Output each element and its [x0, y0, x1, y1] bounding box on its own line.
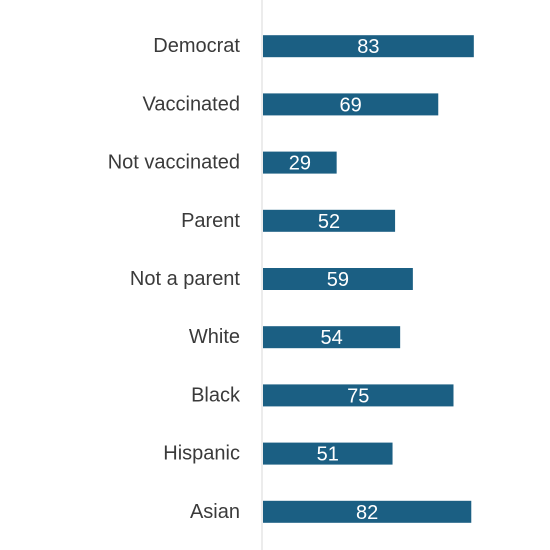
- bar-parent: [263, 209, 396, 232]
- bar-vaccinated: [263, 93, 439, 116]
- category-label-black: Black: [191, 384, 241, 406]
- category-label-hispanic: Hispanic: [163, 443, 240, 465]
- category-labels-group: Democrat Vaccinated Not vaccinated Parent No…: [108, 35, 241, 523]
- value-label-democrat: 83: [357, 36, 379, 58]
- value-labels-group: 83 69 29 52 59 54 75 51 82: [289, 36, 380, 524]
- bar-hispanic: [263, 442, 393, 465]
- category-label-vaccinated: Vaccinated: [143, 93, 240, 115]
- value-label-not-a-parent: 59: [327, 269, 349, 291]
- category-label-asian: Asian: [190, 501, 240, 523]
- category-label-not-a-parent: Not a parent: [130, 268, 241, 290]
- category-label-not-vaccinated: Not vaccinated: [108, 152, 240, 174]
- bars-group: [263, 35, 474, 523]
- value-label-black: 75: [347, 385, 369, 407]
- value-label-vaccinated: 69: [340, 94, 362, 116]
- bar-asian: [263, 500, 472, 523]
- value-label-asian: 82: [356, 502, 378, 524]
- value-label-parent: 52: [318, 211, 340, 233]
- value-label-not-vaccinated: 29: [289, 153, 311, 175]
- category-label-white: White: [189, 326, 240, 348]
- bar-not-a-parent: [263, 268, 413, 290]
- category-label-parent: Parent: [181, 210, 240, 232]
- category-label-democrat: Democrat: [153, 35, 240, 57]
- bar-not-vaccinated: [263, 151, 337, 174]
- bar-democrat: [263, 35, 474, 58]
- value-label-white: 54: [320, 327, 342, 349]
- value-label-hispanic: 51: [317, 444, 339, 466]
- bar-black: [263, 384, 454, 407]
- bar-white: [263, 326, 401, 349]
